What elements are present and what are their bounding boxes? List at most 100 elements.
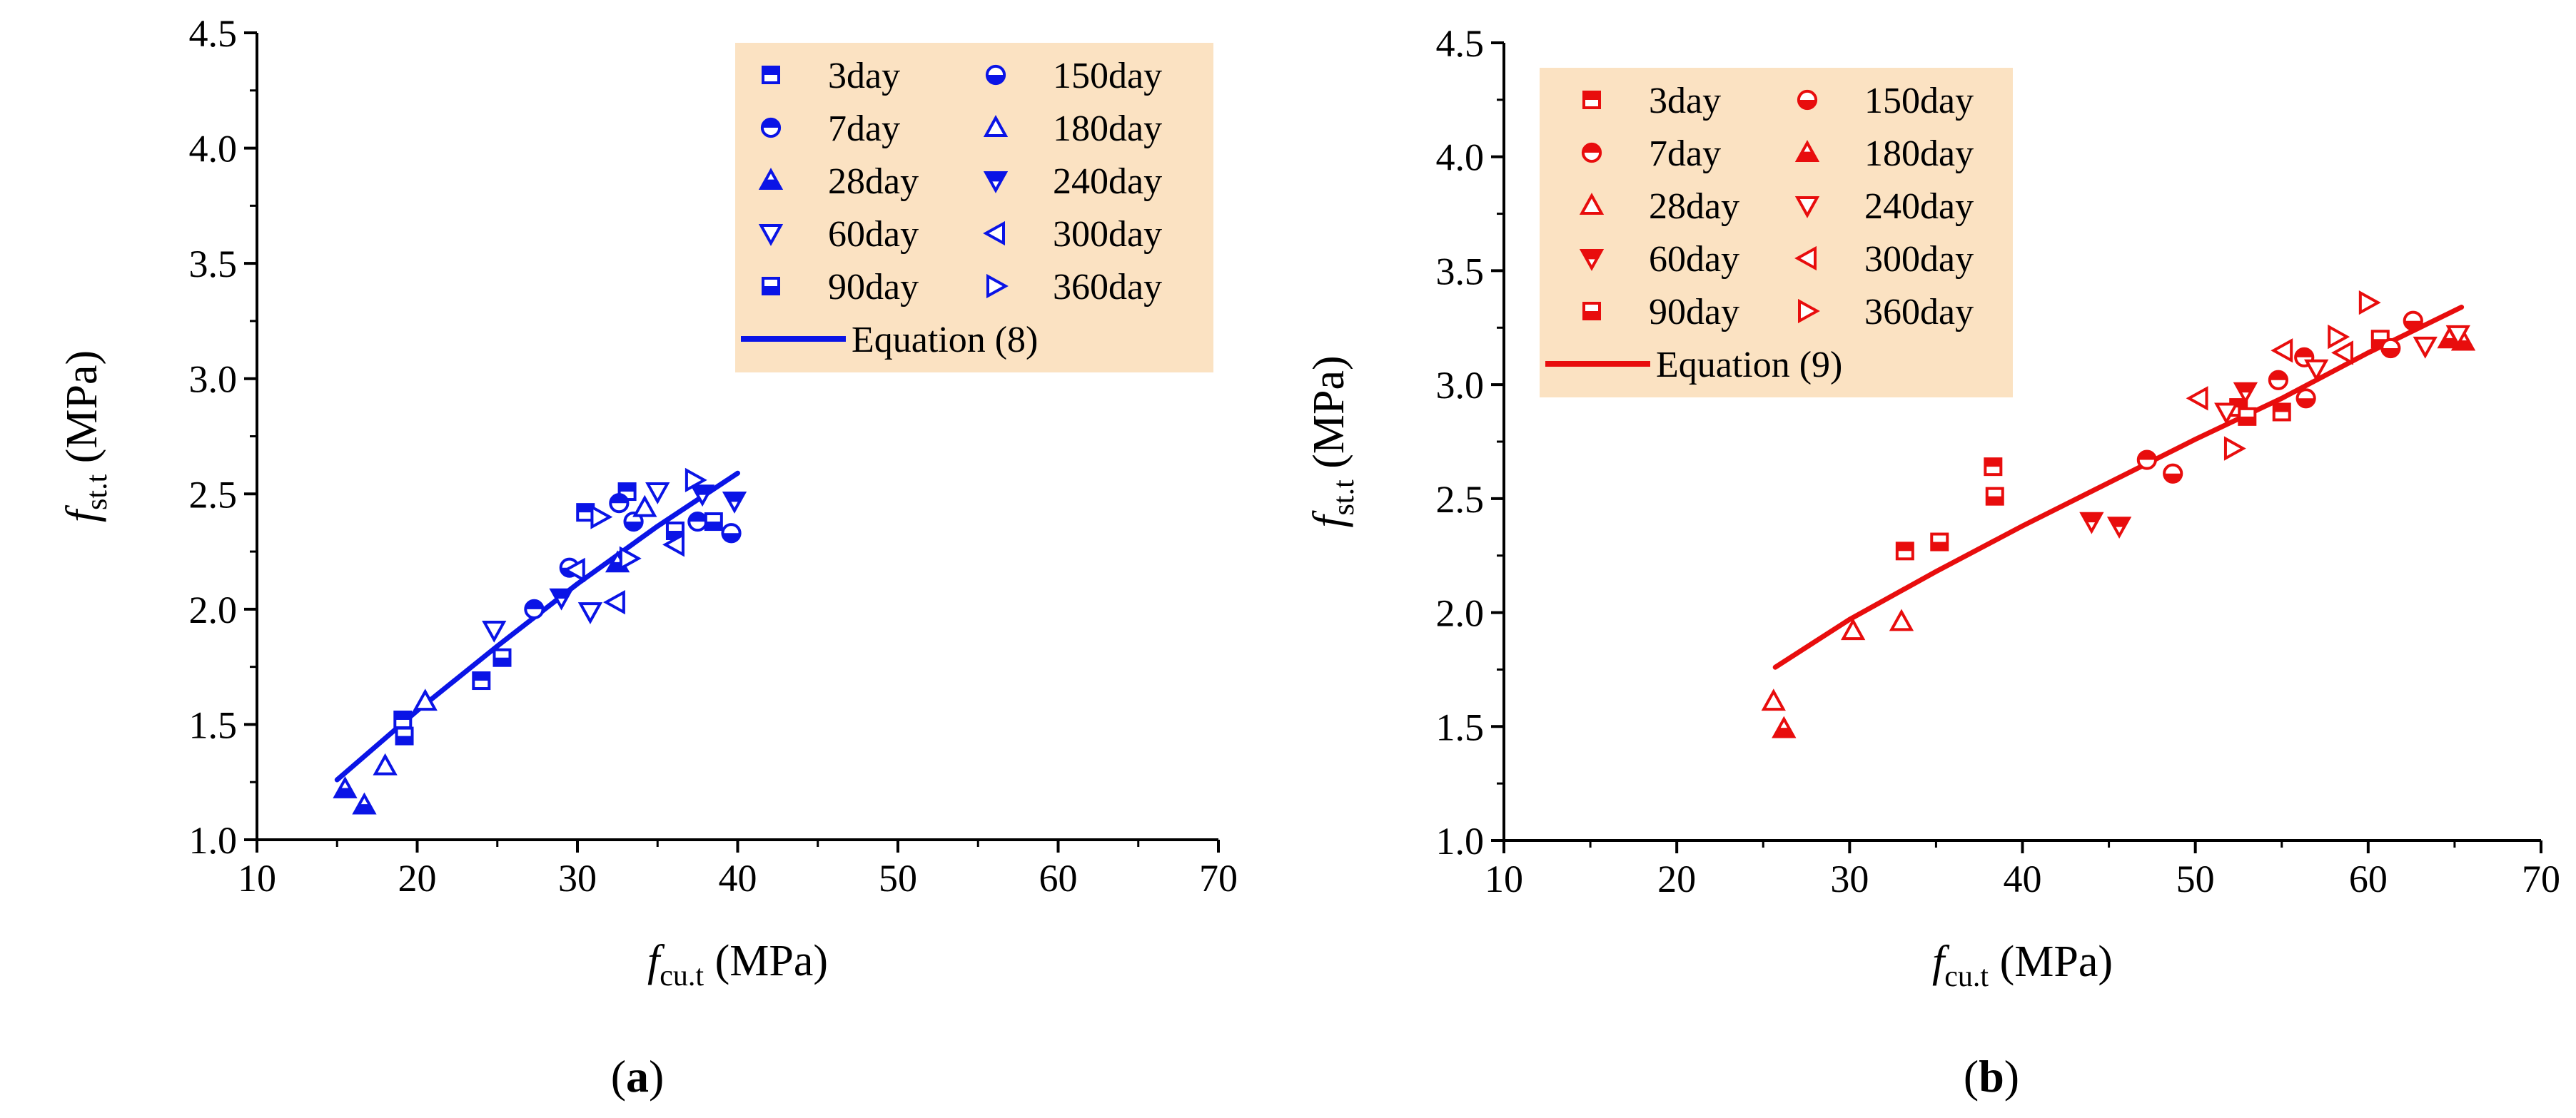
marker-half-fill bbox=[619, 484, 635, 492]
marker-half-fill bbox=[494, 657, 510, 666]
marker-outline bbox=[2413, 336, 2438, 359]
marker-outline bbox=[2304, 359, 2329, 382]
x-tick-label: 30 bbox=[1830, 858, 1869, 900]
legend-entry-label: 3day bbox=[828, 56, 900, 96]
marker-outline bbox=[645, 482, 670, 504]
data-point bbox=[413, 688, 438, 711]
x-tick-label: 50 bbox=[879, 857, 917, 900]
marker-half-fill bbox=[354, 804, 375, 813]
marker-outline bbox=[603, 590, 625, 615]
y-tick-label: 4.0 bbox=[189, 128, 238, 171]
marker-half-fill bbox=[2231, 400, 2247, 408]
data-point bbox=[2358, 290, 2381, 315]
legend-marker bbox=[758, 168, 784, 190]
x-axis-label-subscript: cu.t bbox=[1944, 960, 1989, 993]
legend-background bbox=[1540, 68, 2013, 397]
marker-outline bbox=[590, 504, 613, 529]
marker-outline bbox=[632, 494, 657, 517]
marker-half-fill bbox=[525, 600, 543, 609]
data-point bbox=[609, 493, 630, 514]
y-tick-label: 2.5 bbox=[1436, 478, 1485, 521]
marker-outline bbox=[1579, 193, 1605, 215]
x-tick-label: 20 bbox=[398, 857, 437, 900]
series-360day bbox=[590, 467, 707, 571]
legend-marker bbox=[758, 224, 784, 246]
marker-half-fill bbox=[1798, 100, 1817, 109]
x-tick-label: 40 bbox=[719, 857, 757, 900]
marker-half-fill bbox=[396, 736, 413, 744]
marker-outline bbox=[983, 115, 1009, 137]
data-point bbox=[2445, 325, 2470, 347]
y-tick-label: 4.0 bbox=[1436, 136, 1485, 179]
series-300day bbox=[2186, 338, 2353, 411]
marker-half-fill bbox=[2372, 339, 2388, 347]
series-60day bbox=[2079, 382, 2258, 539]
data-point bbox=[2304, 359, 2329, 382]
y-tick-label: 3.5 bbox=[189, 243, 238, 285]
marker-half-fill bbox=[473, 673, 490, 681]
marker-half-fill bbox=[2273, 404, 2290, 412]
marker-half-fill bbox=[2081, 513, 2102, 523]
legend-entry-label: 90day bbox=[828, 267, 919, 308]
marker-half-fill bbox=[2382, 348, 2400, 357]
marker-half-fill bbox=[986, 173, 1006, 182]
data-point bbox=[1984, 457, 2003, 477]
marker-half-fill bbox=[689, 512, 707, 522]
x-axis-label-unit: (MPa) bbox=[1989, 937, 2113, 986]
legend-entry-label: 28day bbox=[1649, 186, 1739, 227]
legend-marker bbox=[1582, 91, 1601, 109]
marker-outline bbox=[2186, 386, 2208, 411]
legend: 3day 7day 28day 60day 90day 150day 180day 240da… bbox=[735, 43, 1213, 372]
marker-outline bbox=[2358, 290, 2381, 315]
legend-fit-label: Equation (9) bbox=[1656, 345, 1842, 385]
marker-half-fill bbox=[1582, 143, 1601, 153]
data-point bbox=[2079, 512, 2104, 534]
data-point bbox=[395, 726, 414, 746]
series-240day bbox=[549, 484, 747, 611]
marker-half-fill bbox=[2295, 348, 2313, 357]
marker-half-fill bbox=[692, 486, 712, 495]
data-point bbox=[2214, 402, 2239, 425]
data-point bbox=[721, 523, 742, 544]
data-point bbox=[562, 557, 585, 583]
legend-entry-label: 150day bbox=[1053, 56, 1162, 96]
marker-half-fill bbox=[1896, 543, 1913, 552]
chart-a: 10 20 30 40 50 60 70 1.0 1.5 2.0 2.5 3.0 3.5 4.0 4.5 fc… bbox=[58, 12, 1238, 1102]
series-90day bbox=[395, 512, 723, 746]
data-point bbox=[1930, 532, 1949, 552]
marker-half-fill bbox=[986, 75, 1005, 84]
marker-half-fill bbox=[1774, 728, 1794, 737]
x-tick-label: 40 bbox=[2004, 858, 2042, 900]
marker-outline bbox=[685, 467, 707, 493]
marker-outline bbox=[2271, 338, 2293, 363]
y-axis-label-subscript: st.t bbox=[1328, 479, 1360, 516]
legend-marker bbox=[1794, 140, 1820, 162]
marker-outline bbox=[2214, 402, 2239, 425]
y-tick-label: 4.5 bbox=[1436, 22, 1485, 65]
marker-half-fill bbox=[551, 589, 572, 599]
y-tick-label: 1.0 bbox=[189, 819, 238, 862]
marker-half-fill bbox=[2269, 371, 2288, 380]
x-tick-label: 60 bbox=[2349, 858, 2388, 900]
marker-outline bbox=[983, 220, 1005, 246]
legend-entry-label: 28day bbox=[828, 161, 919, 202]
legend-entry-label: 3day bbox=[1649, 81, 1721, 121]
data-point bbox=[722, 491, 747, 514]
data-point bbox=[662, 532, 685, 557]
data-point bbox=[352, 792, 377, 815]
data-point bbox=[1895, 542, 1914, 561]
x-axis-label-unit: (MPa) bbox=[704, 937, 828, 985]
y-axis-label-unit: (MPa) bbox=[1305, 355, 1353, 479]
data-point bbox=[1761, 688, 1786, 711]
data-point bbox=[685, 467, 707, 493]
legend-marker bbox=[1798, 298, 1820, 324]
panel-caption-close: ) bbox=[2004, 1051, 2019, 1102]
chart-b: 10 20 30 40 50 60 70 1.0 1.5 2.0 2.5 3.0 3.5 4.0 4.5 fc… bbox=[1305, 22, 2560, 1102]
marker-half-fill bbox=[577, 504, 594, 513]
x-tick-label: 50 bbox=[2176, 858, 2215, 900]
legend-entry-label: 300day bbox=[1864, 239, 1974, 280]
series-3day bbox=[1895, 398, 2291, 561]
data-point bbox=[623, 511, 644, 532]
legend-marker bbox=[983, 171, 1009, 193]
